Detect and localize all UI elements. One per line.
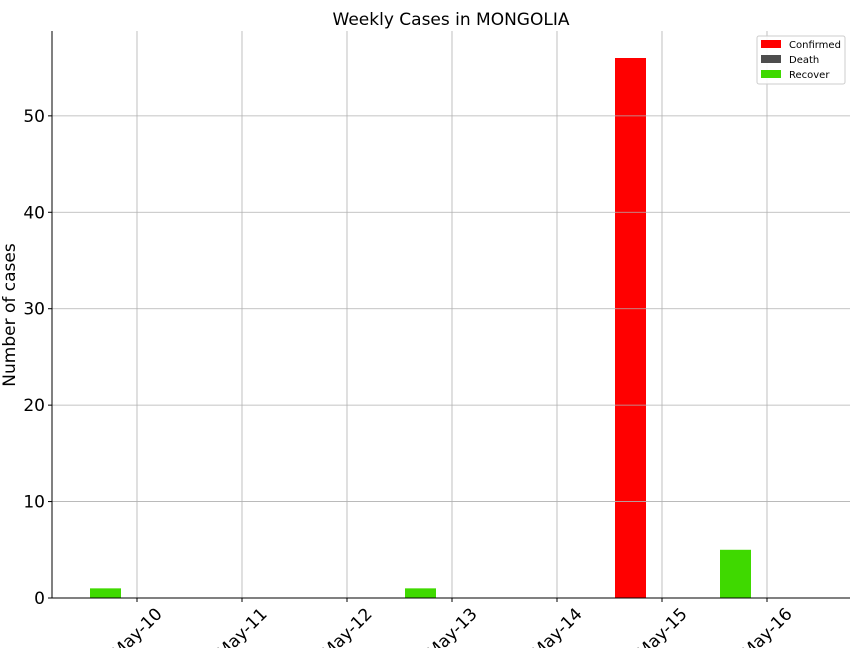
legend-swatch-confirmed: [761, 40, 781, 48]
x-tick-label-may-14: May-14: [528, 604, 586, 648]
legend-swatch-death: [761, 55, 781, 63]
legend-label-confirmed: Confirmed: [789, 40, 841, 51]
legend-label-recover: Recover: [789, 70, 830, 81]
grid-lines: [52, 31, 850, 598]
bar-confirmed-may-15: [615, 58, 646, 598]
x-tick-label-may-12: May-12: [318, 604, 376, 648]
y-tick-label-0: 0: [34, 589, 45, 609]
y-tick-label-40: 40: [23, 203, 45, 223]
x-tick-label-may-15: May-15: [633, 604, 691, 648]
legend-label-death: Death: [789, 55, 819, 66]
x-tick-label-may-13: May-13: [423, 604, 481, 648]
y-axis-label: Number of cases: [0, 243, 20, 387]
x-tick-label-may-10: May-10: [108, 604, 166, 648]
legend-swatch-recover: [761, 70, 781, 78]
bar-recover-may-16: [720, 549, 751, 598]
tick-labels: 0 10 20 30 40 50 May-10 May-11 May-12 May-13 May-1…: [23, 107, 796, 648]
bar-recover-may-13: [405, 588, 436, 598]
y-tick-label-10: 10: [23, 493, 45, 513]
x-tick-label-may-16: May-16: [738, 604, 796, 648]
axes: [48, 31, 850, 602]
y-tick-label-50: 50: [23, 107, 45, 127]
legend: Confirmed Death Recover: [756, 35, 846, 85]
chart-title: Weekly Cases in MONGOLIA: [333, 10, 570, 30]
y-tick-label-30: 30: [23, 300, 45, 320]
bar-recover-may-10: [90, 588, 121, 598]
bars: [90, 58, 751, 598]
x-tick-label-may-11: May-11: [213, 604, 271, 648]
y-tick-label-20: 20: [23, 396, 45, 416]
